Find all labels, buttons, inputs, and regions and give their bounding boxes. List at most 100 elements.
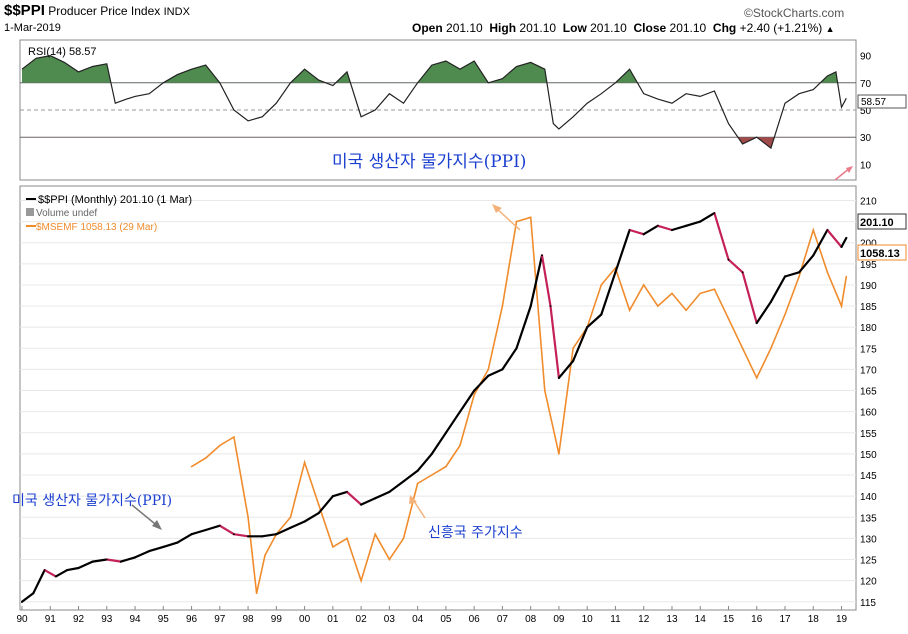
series-msemf-point (473, 394, 476, 396)
series-ppi-point (430, 453, 433, 455)
series-msemf-point (219, 444, 221, 447)
brand[interactable]: ©StockCharts.com (744, 6, 845, 20)
chg-label: Chg (712, 21, 737, 35)
series-ppi-segment (699, 212, 716, 223)
rsi-tick-label: 30 (860, 133, 872, 144)
series-msemf-point (642, 284, 645, 286)
series-ppi-point (346, 491, 348, 493)
series-ppi-segment (586, 313, 603, 329)
chevron-up-icon[interactable]: ▲ (825, 24, 835, 34)
x-tick-label: 03 (384, 614, 396, 625)
series-ppi-segment (487, 368, 504, 377)
series-ppi-segment (360, 497, 377, 506)
series-ppi-segment (571, 326, 589, 363)
rsi-label: RSI(14) 58.57 (28, 46, 96, 58)
y-tick-label: 200 (860, 239, 877, 250)
series-msemf-point (204, 457, 207, 459)
series-ppi-point (727, 258, 730, 261)
series-ppi-segment (388, 480, 405, 493)
series-msemf-point (845, 275, 848, 278)
series-ppi-segment (232, 533, 250, 538)
series-ppi-segment (549, 305, 561, 379)
series-ppi-point (628, 229, 631, 231)
series-ppi-segment (812, 228, 829, 257)
series-ppi-point (826, 229, 829, 231)
series-ppi-point (558, 377, 560, 379)
series-ppi-segment (557, 359, 575, 379)
y-tick-label: 170 (860, 365, 877, 376)
series-ppi-segment (218, 524, 235, 536)
series-ppi-point (388, 491, 391, 493)
chart-date: 1-Mar-2019 (4, 22, 61, 34)
x-tick-label: 07 (497, 614, 509, 625)
y-tick-label: 165 (860, 387, 877, 398)
series-ppi-point (529, 305, 532, 307)
series-ppi-segment (840, 236, 848, 248)
series-msemf-point (247, 516, 249, 519)
series-ppi-segment (289, 520, 306, 529)
series-ppi-segment (783, 271, 801, 278)
series-ppi-point (303, 520, 306, 523)
series-ppi-segment (20, 592, 35, 603)
open-label: Open (412, 21, 443, 35)
x-tick-label: 13 (666, 614, 678, 625)
series-ppi-point (275, 533, 278, 536)
series-ppi-point (798, 271, 800, 274)
series-msemf-point (501, 305, 504, 307)
series-ppi-segment (628, 228, 645, 236)
series-ppi-point (845, 237, 848, 239)
series-ppi-segment (345, 490, 363, 506)
series-msemf-point (317, 503, 320, 506)
series-ppi-segment (529, 254, 544, 308)
series-msemf-point (826, 271, 829, 274)
x-tick-label: 01 (327, 614, 339, 625)
rsi-tick-label: 70 (860, 79, 872, 90)
series-ppi-point (699, 220, 702, 223)
rsi-badge-text: 58.57 (861, 97, 886, 108)
y-tick-label: 190 (860, 281, 877, 292)
series-ppi-segment (190, 528, 207, 536)
series-ppi-point (741, 271, 744, 274)
x-tick-label: 09 (553, 614, 565, 625)
series-msemf-point (671, 292, 673, 295)
series-ppi-point (487, 374, 490, 377)
series-msemf-point (812, 229, 815, 231)
ppi-value-badge: 201.10 (857, 213, 907, 230)
arrow-rsi-head (846, 166, 853, 173)
legend-ppi: $$PPI (Monthly) 201.10 (1 Mar) (38, 194, 192, 206)
x-tick-label: 90 (16, 614, 28, 625)
series-ppi-point (190, 533, 193, 536)
y-tick-label: 140 (860, 492, 877, 503)
x-tick-label: 98 (243, 614, 255, 625)
series-msemf-point (515, 220, 518, 223)
y-tick-label: 155 (860, 429, 877, 440)
series-ppi-segment (43, 568, 58, 578)
series-ppi-segment (713, 212, 730, 261)
series-ppi-segment (119, 556, 137, 563)
series-ppi-point (21, 600, 23, 603)
series-msemf-point (289, 516, 292, 519)
series-msemf-point (431, 474, 433, 476)
arrow-ppi-head (152, 520, 162, 530)
arrow-em-top-head (492, 204, 502, 213)
series-msemf-point (529, 216, 532, 219)
series-msemf-point (770, 347, 772, 350)
series-ppi-segment (133, 549, 151, 559)
rsi-line (21, 54, 847, 150)
y-tick-label: 120 (860, 577, 877, 588)
series-ppi-segment (176, 533, 193, 544)
high-label: High (489, 21, 517, 35)
series-ppi-point (445, 431, 447, 434)
series-msemf-point (303, 461, 306, 464)
x-tick-label: 05 (440, 614, 452, 625)
y-tick-label: 175 (860, 344, 877, 355)
series-msemf-point (600, 284, 603, 286)
rsi-oversold-fill (22, 137, 847, 149)
y-tick-label: 125 (860, 556, 877, 567)
series-msemf-point (374, 533, 377, 535)
series-ppi-segment (769, 275, 787, 303)
series-msemf-point (416, 482, 419, 485)
y-tick-label: 135 (860, 513, 877, 524)
series-ppi-point (105, 558, 108, 561)
series-ppi-point (515, 347, 518, 350)
